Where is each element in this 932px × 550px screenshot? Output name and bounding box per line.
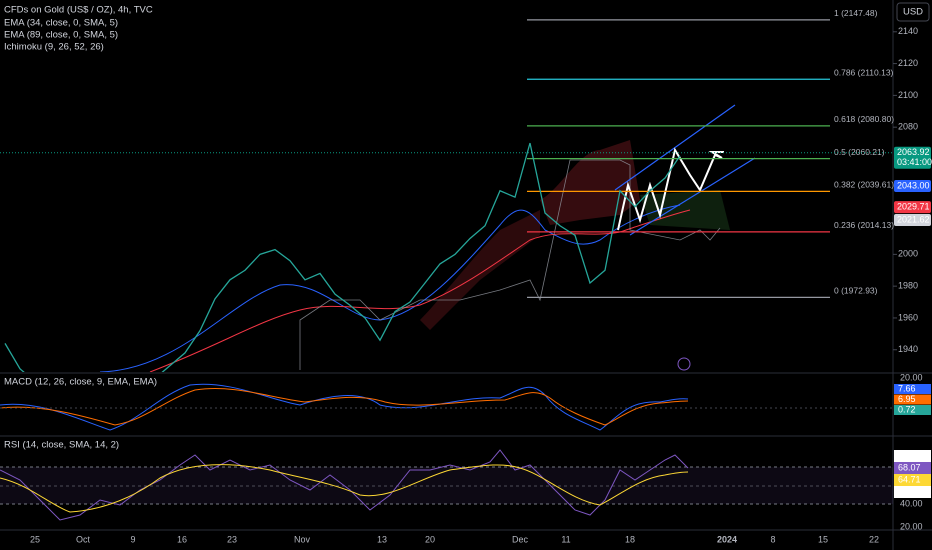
currency-label[interactable]: USD	[903, 7, 923, 18]
price-badge-label: 2063.92	[897, 147, 930, 157]
main-pane: 1 (2147.48) 0.786 (2110.13) 0.618 (2080.80…	[0, 8, 894, 372]
price-badge	[894, 201, 931, 214]
rsi-badge	[894, 450, 931, 462]
macd-line	[0, 383, 689, 431]
x-tick-label: 9	[130, 534, 135, 544]
x-tick-label: 15	[818, 534, 828, 544]
rsi-badge	[894, 486, 931, 498]
ichimoku-cloud	[420, 210, 540, 330]
x-tick-label: 2024	[717, 534, 737, 544]
fib-label: 0.786 (2110.13)	[834, 68, 894, 78]
x-tick-label: 11	[561, 534, 570, 544]
macd-badge	[894, 405, 931, 415]
fib-label: 0.618 (2080.80)	[834, 114, 894, 124]
rsi-badge	[894, 462, 931, 474]
price-badge	[894, 213, 931, 226]
macd-badge	[894, 394, 931, 405]
fib-label: 1 (2147.48)	[834, 8, 878, 18]
price-badge	[894, 146, 931, 169]
price-badge-label: 2029.71	[897, 202, 930, 212]
channel-line	[614, 104, 736, 191]
y-tick-label: 2000	[898, 249, 918, 259]
x-tick-label: 8	[770, 534, 775, 544]
macd-title: MACD (12, 26, close, 9, EMA, EMA)	[4, 377, 157, 388]
y-tick-label: 1940	[898, 344, 918, 354]
ema-34	[99, 204, 681, 372]
x-tick-label: 25	[30, 534, 40, 544]
y-tick-label: 2120	[898, 58, 918, 68]
y-tick-label: 1980	[898, 281, 918, 291]
x-tick-label: 23	[227, 534, 237, 544]
indicator-legend: Ichimoku (9, 26, 52, 26)	[4, 42, 104, 53]
y-tick-label: 1960	[898, 312, 918, 322]
symbol-title: CFDs on Gold (US$ / OZ), 4h, TVC	[4, 5, 153, 16]
event-icon	[677, 357, 691, 371]
y-tick-label: 2080	[898, 122, 918, 132]
x-tick-label: 20	[425, 534, 435, 544]
macd-pane: MACD (12, 26, close, 9, EMA, EMA) 20.00	[0, 372, 923, 431]
projection-drawing	[617, 147, 724, 231]
macd-badge	[894, 384, 931, 394]
fib-label: 0.236 (2014.13)	[834, 220, 894, 230]
macd-badge-label: 6.95	[898, 394, 916, 404]
y-tick-label: 2100	[898, 90, 918, 100]
fib-label: 0.5 (2060.21)	[834, 147, 885, 157]
ema-89	[149, 209, 691, 372]
rsi-line	[0, 449, 689, 521]
macd-badge-label: 7.66	[898, 383, 916, 393]
fib-label: 0 (1972.93)	[834, 286, 878, 296]
rsi-badge-label: 68.07	[898, 462, 921, 472]
x-tick-label: 18	[625, 534, 635, 544]
rsi-scale-label: 40.00	[900, 498, 923, 508]
indicator-legend: EMA (89, close, 0, SMA, 5)	[4, 30, 118, 41]
macd-badge-label: 0.72	[898, 404, 916, 414]
ichimoku-base	[299, 159, 721, 370]
price-badge-timer: 03:41:00	[897, 157, 932, 167]
rsi-scale-label: 20.00	[900, 521, 923, 531]
indicator-legend: EMA (34, close, 0, SMA, 5)	[4, 18, 118, 29]
x-tick-label: Oct	[76, 534, 91, 544]
x-tick-label: 22	[869, 534, 879, 544]
price-line	[4, 142, 681, 372]
fib-label: 0.382 (2039.61)	[834, 180, 894, 190]
indicator-overlays	[99, 104, 756, 372]
x-tick-label: Nov	[294, 534, 311, 544]
ichimoku-cloud	[540, 140, 640, 225]
rsi-title: RSI (14, close, SMA, 14, 2)	[4, 440, 119, 451]
price-badge-label: 2021.62	[897, 214, 930, 224]
signal-line	[0, 388, 689, 426]
y-tick-label: 2140	[898, 26, 918, 36]
rsi-badge-label: 64.71	[898, 474, 921, 484]
rsi-ma	[0, 464, 689, 513]
currency-button[interactable]	[896, 2, 930, 22]
rsi-badge-label: 77.05	[898, 450, 921, 460]
rsi-badge-label: 52.55	[898, 486, 921, 496]
x-tick-label: 13	[377, 534, 387, 544]
rsi-pane: RSI (14, close, SMA, 14, 2)	[0, 440, 893, 521]
rsi-badge	[894, 474, 931, 486]
x-tick-label: Dec	[512, 534, 529, 544]
price-badge	[894, 180, 931, 192]
price-group	[4, 142, 681, 372]
x-tick-label: 16	[177, 534, 187, 544]
channel-line	[629, 157, 756, 236]
macd-scale-label: 20.00	[900, 372, 923, 382]
price-badge-label: 2043.00	[897, 180, 930, 190]
